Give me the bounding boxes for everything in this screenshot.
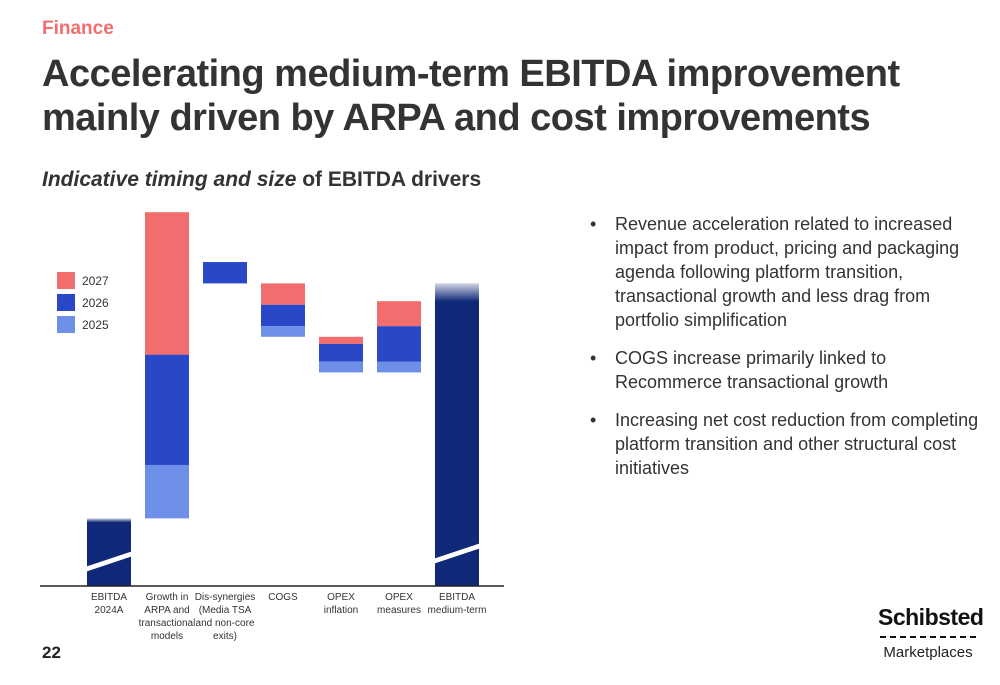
category-label: ARPA and xyxy=(144,605,189,616)
category-label: measures xyxy=(377,605,421,616)
category-label: 2024A xyxy=(95,605,124,616)
legend-label: 2027 xyxy=(82,274,109,288)
legend-label: 2025 xyxy=(82,318,109,332)
bar-segment-2026 xyxy=(145,354,189,465)
bullet-item: Revenue acceleration related to increase… xyxy=(588,212,980,332)
logo-divider xyxy=(880,636,976,638)
category-label: exits) xyxy=(213,631,237,642)
axis-break-mark xyxy=(85,550,133,572)
legend-swatch-2027 xyxy=(57,272,75,289)
bar-segment-2026 xyxy=(261,304,305,327)
axis-break-mark xyxy=(433,543,481,564)
legend-label: 2026 xyxy=(82,296,109,310)
category-label: OPEX xyxy=(385,592,413,603)
bar-segment-2025 xyxy=(377,361,421,373)
category-label: models xyxy=(151,631,183,642)
bullet-item: Increasing net cost reduction from compl… xyxy=(588,408,980,480)
waterfall-bar-total xyxy=(435,283,479,586)
subtitle-rest: of EBITDA drivers xyxy=(296,168,482,191)
bar-segment-2027 xyxy=(145,212,189,355)
legend-swatch-2025 xyxy=(57,316,75,333)
chart-subtitle: Indicative timing and size of EBITDA dri… xyxy=(42,168,481,192)
company-logo: Schibsted Marketplaces xyxy=(878,604,984,661)
category-label: Growth in xyxy=(146,592,189,603)
bar-segment-2026 xyxy=(319,343,363,362)
legend-swatch-2026 xyxy=(57,294,75,311)
category-label: COGS xyxy=(268,592,298,603)
logo-name: Schibsted xyxy=(878,604,984,630)
waterfall-bar-total xyxy=(87,518,131,586)
category-label: (Media TSA xyxy=(199,605,252,616)
category-label: Dis-synergies xyxy=(195,592,256,603)
bar-segment-2027 xyxy=(319,336,363,344)
category-label: medium-term xyxy=(428,605,487,616)
bar-segment-2025 xyxy=(261,326,305,337)
subtitle-italic: Indicative timing and size xyxy=(42,168,297,191)
bar-segment-2025 xyxy=(145,464,189,519)
bar-segment-2026 xyxy=(377,326,421,362)
waterfall-chart: EBITDA 2024A Growth in ARPA and transactiona… xyxy=(40,212,504,642)
category-label: and non-core xyxy=(196,618,255,629)
page-number: 22 xyxy=(42,643,61,662)
category-label: EBITDA xyxy=(91,592,127,603)
bar-segment-2027 xyxy=(261,283,305,305)
bar-segment-2025 xyxy=(319,361,363,373)
title-line-2: mainly driven by ARPA and cost improveme… xyxy=(42,97,871,139)
section-label: Finance xyxy=(42,18,114,39)
bar-segment-2027 xyxy=(377,301,421,327)
category-label: EBITDA xyxy=(439,592,475,603)
bullet-list: Revenue acceleration related to increase… xyxy=(588,212,980,494)
bar-segment-2026 xyxy=(203,262,247,284)
category-label: OPEX xyxy=(327,592,355,603)
page-title: Accelerating medium-term EBITDA improvem… xyxy=(42,52,922,140)
category-label: inflation xyxy=(324,605,358,616)
logo-subtitle: Marketplaces xyxy=(883,644,973,661)
title-line-1: Accelerating medium-term EBITDA improvem… xyxy=(42,53,900,95)
category-label: transactional xyxy=(139,618,196,629)
bullet-item: COGS increase primarily linked to Recomm… xyxy=(588,346,980,394)
